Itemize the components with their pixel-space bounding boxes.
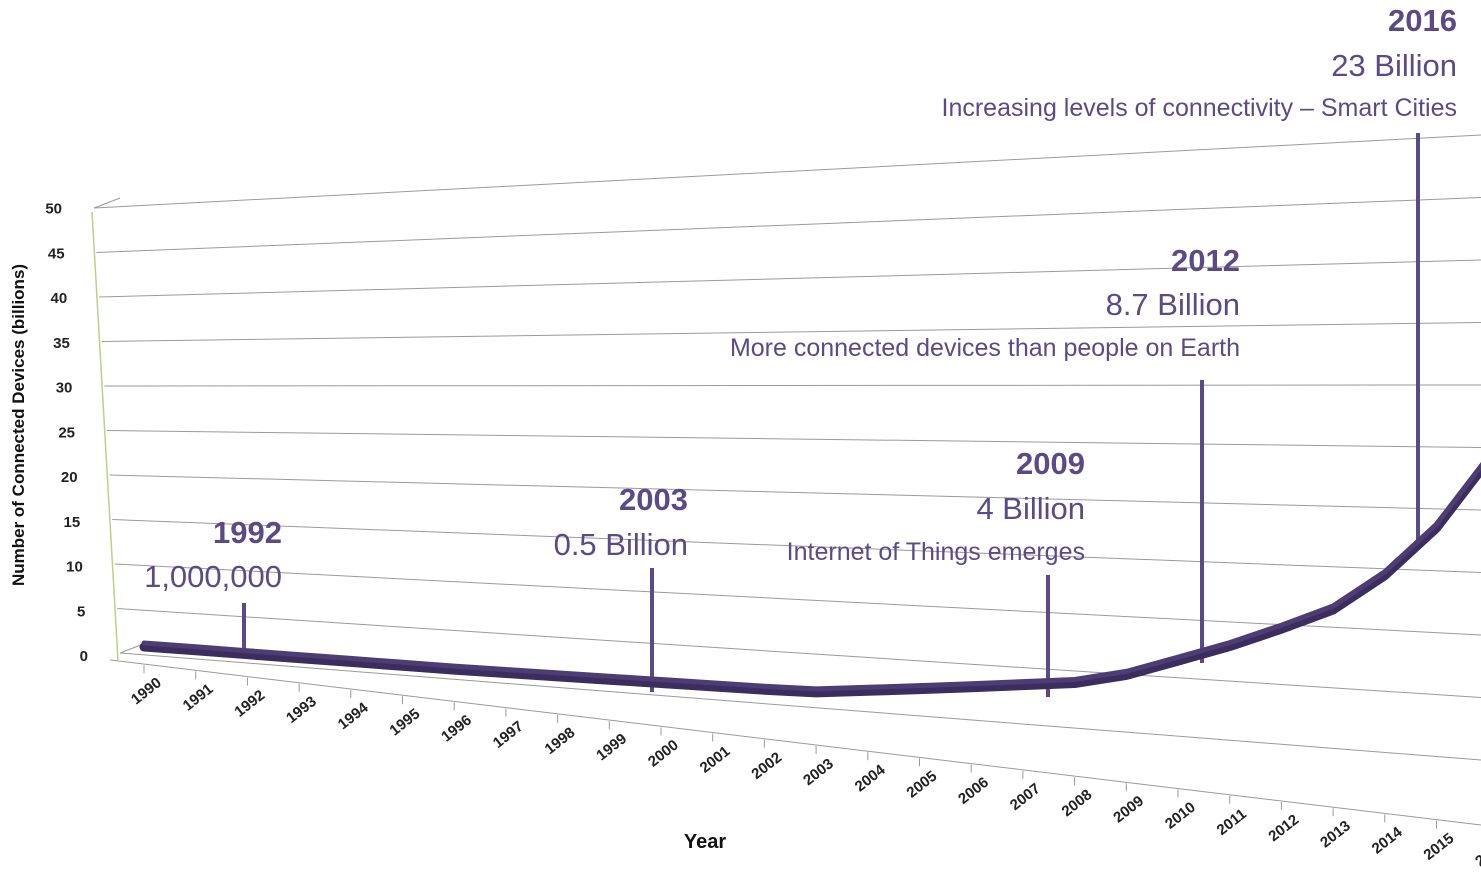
y-tick-label: 15 bbox=[64, 514, 81, 531]
annotation-connectors bbox=[242, 133, 1420, 697]
gridlines bbox=[91, 134, 1481, 826]
annotation-year: 2003 bbox=[619, 482, 688, 517]
gridline bbox=[93, 134, 1481, 209]
y-tick-label: 20 bbox=[61, 469, 78, 486]
y-axis-line bbox=[91, 211, 119, 661]
x-tick-label: 1993 bbox=[283, 693, 320, 727]
annotation-value: 23 Billion bbox=[1331, 48, 1457, 83]
gridline bbox=[106, 430, 1481, 448]
x-axis-line bbox=[109, 659, 1481, 826]
x-tick-label: 2010 bbox=[1162, 799, 1199, 833]
x-tick-label: 2003 bbox=[800, 755, 837, 789]
gridline bbox=[104, 384, 1481, 387]
x-tick-label: 2008 bbox=[1059, 786, 1096, 820]
gridline bbox=[99, 259, 1481, 298]
annotation-year: 2012 bbox=[1171, 243, 1240, 278]
gridline bbox=[101, 322, 1481, 342]
y-axis-label: Number of Connected Devices (billions) bbox=[9, 264, 28, 586]
gridline bbox=[119, 652, 1481, 761]
x-tick-label: 2002 bbox=[748, 749, 785, 783]
x-tick-label: 2000 bbox=[645, 737, 682, 771]
x-tick-label: 2009 bbox=[1110, 793, 1147, 827]
series-line bbox=[139, 461, 1481, 698]
x-tick-label: 1997 bbox=[490, 718, 527, 752]
annotation-description: More connected devices than people on Ea… bbox=[730, 334, 1240, 362]
x-tick-label: 2001 bbox=[697, 743, 734, 777]
y-tick-label: 35 bbox=[53, 335, 70, 352]
depth-edge bbox=[93, 197, 121, 209]
y-tick-label: 50 bbox=[45, 201, 62, 218]
x-axis-ticks: 1990 1991 1992 1993 1994 1995 1996 1997 1998 1999… bbox=[128, 665, 1481, 870]
x-tick-label: 1990 bbox=[128, 674, 165, 708]
x-tick-label: 2011 bbox=[1214, 805, 1250, 838]
annotation-value: 4 Billion bbox=[976, 491, 1085, 526]
x-tick-label: 2015 bbox=[1420, 830, 1457, 864]
x-tick-label: 1992 bbox=[231, 687, 268, 721]
y-tick-label: 5 bbox=[77, 603, 85, 620]
annotation-year: 2009 bbox=[1016, 446, 1085, 481]
annotation-year: 1992 bbox=[213, 515, 282, 550]
x-tick-label: 1995 bbox=[386, 705, 423, 739]
gridline bbox=[96, 197, 1481, 253]
gridline bbox=[109, 474, 1481, 511]
x-tick-label: 2013 bbox=[1317, 817, 1354, 851]
x-tick-label: 2014 bbox=[1369, 823, 1406, 857]
y-tick-label: 0 bbox=[80, 648, 88, 665]
x-tick-label: 1991 bbox=[180, 681, 217, 715]
annotation-description: Internet of Things emerges bbox=[787, 538, 1085, 566]
annotations: 1992 1,000,000 2003 0.5 Billion 2009 4 Billio… bbox=[144, 3, 1457, 594]
annotation-value: 8.7 Billion bbox=[1106, 287, 1240, 322]
y-tick-label: 45 bbox=[48, 245, 65, 262]
gridline bbox=[114, 563, 1481, 636]
annotation-value: 1,000,000 bbox=[144, 559, 282, 594]
x-axis-label: Year bbox=[684, 831, 726, 853]
x-tick-label: 2005 bbox=[903, 768, 940, 802]
gridline bbox=[112, 519, 1481, 573]
x-tick-label: 1999 bbox=[593, 730, 630, 764]
x-tick-label: 2006 bbox=[955, 774, 992, 808]
x-tick-label: 2012 bbox=[1265, 811, 1302, 845]
x-tick-label: 2007 bbox=[1007, 780, 1044, 814]
y-tick-label: 10 bbox=[66, 559, 83, 576]
x-tick-label: 1996 bbox=[438, 712, 475, 746]
x-tick-label: 2004 bbox=[852, 761, 889, 795]
y-tick-label: 30 bbox=[56, 380, 73, 397]
y-tick-label: 40 bbox=[51, 290, 68, 307]
annotation-value: 0.5 Billion bbox=[554, 527, 688, 562]
y-tick-label: 25 bbox=[58, 424, 75, 441]
series-line-path bbox=[141, 461, 1481, 692]
x-tick-label: 1998 bbox=[542, 724, 579, 758]
series-line-shadow bbox=[139, 462, 1481, 698]
gridline bbox=[117, 608, 1481, 698]
annotation-description: Increasing levels of connectivity – Smar… bbox=[942, 94, 1458, 122]
x-tick-label: 2016 bbox=[1472, 836, 1481, 870]
annotation-year: 2016 bbox=[1388, 3, 1457, 38]
y-axis-ticks: 0 5 10 15 20 25 30 35 40 45 50 bbox=[45, 201, 88, 666]
x-tick-label: 1994 bbox=[335, 699, 372, 733]
